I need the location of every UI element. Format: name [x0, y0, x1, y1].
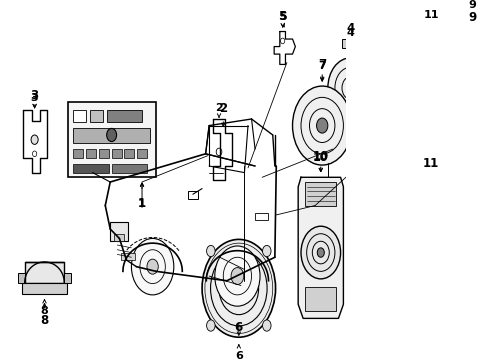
Circle shape	[106, 129, 116, 141]
Bar	[341, 39, 351, 49]
Bar	[187, 192, 198, 199]
Bar	[73, 109, 86, 122]
Circle shape	[327, 58, 372, 118]
Text: 11: 11	[421, 157, 438, 170]
Polygon shape	[298, 177, 343, 318]
Bar	[323, 177, 333, 187]
Circle shape	[202, 239, 275, 337]
Text: 5: 5	[278, 12, 286, 22]
Text: 7: 7	[318, 58, 325, 71]
Circle shape	[206, 320, 215, 331]
Bar	[137, 149, 147, 158]
Circle shape	[262, 246, 270, 257]
Text: 8: 8	[41, 306, 48, 316]
Bar	[255, 213, 267, 220]
Text: 10: 10	[312, 153, 328, 163]
Bar	[86, 149, 96, 158]
Text: 6: 6	[234, 321, 243, 334]
Bar	[90, 109, 103, 122]
Circle shape	[477, 90, 488, 109]
Bar	[64, 273, 71, 283]
Text: 6: 6	[234, 351, 242, 360]
Bar	[73, 164, 109, 172]
Bar	[305, 287, 336, 311]
Bar	[453, 43, 464, 146]
Circle shape	[447, 50, 488, 148]
Bar	[344, 133, 355, 144]
Text: 5: 5	[278, 10, 286, 23]
Bar	[124, 149, 134, 158]
Text: 3: 3	[30, 89, 39, 102]
Text: 11: 11	[423, 10, 439, 19]
Text: 4: 4	[346, 28, 354, 39]
Circle shape	[292, 86, 351, 165]
Circle shape	[214, 246, 260, 306]
Circle shape	[262, 320, 270, 331]
Bar	[73, 129, 150, 143]
Text: 7: 7	[318, 61, 325, 71]
Circle shape	[227, 273, 250, 303]
Bar	[121, 253, 135, 260]
Bar	[111, 164, 147, 172]
Bar	[22, 283, 67, 294]
Text: 10: 10	[312, 150, 328, 163]
Bar	[423, 40, 452, 149]
Bar	[417, 29, 488, 160]
Text: 8: 8	[41, 314, 48, 327]
Bar	[73, 149, 83, 158]
Circle shape	[147, 259, 158, 274]
Circle shape	[317, 248, 324, 257]
Text: 2: 2	[215, 103, 223, 113]
Text: 1: 1	[138, 199, 145, 209]
Bar	[110, 222, 128, 241]
Text: 3: 3	[31, 93, 39, 103]
Bar	[106, 109, 142, 122]
Bar	[99, 149, 109, 158]
Text: 4: 4	[346, 22, 354, 35]
Circle shape	[230, 267, 244, 284]
Circle shape	[31, 135, 38, 144]
Bar	[18, 273, 25, 283]
Circle shape	[346, 83, 353, 93]
Circle shape	[301, 226, 340, 279]
Text: 1: 1	[138, 197, 146, 210]
Bar	[68, 102, 156, 177]
Bar	[25, 262, 64, 283]
Text: 9: 9	[467, 11, 475, 24]
Circle shape	[316, 118, 327, 133]
Bar	[423, 40, 452, 57]
Bar	[114, 234, 124, 241]
Bar	[111, 149, 122, 158]
Text: 9: 9	[467, 0, 475, 10]
Text: 2: 2	[219, 102, 227, 115]
Circle shape	[206, 246, 215, 257]
Bar	[305, 182, 336, 206]
Circle shape	[131, 238, 173, 295]
